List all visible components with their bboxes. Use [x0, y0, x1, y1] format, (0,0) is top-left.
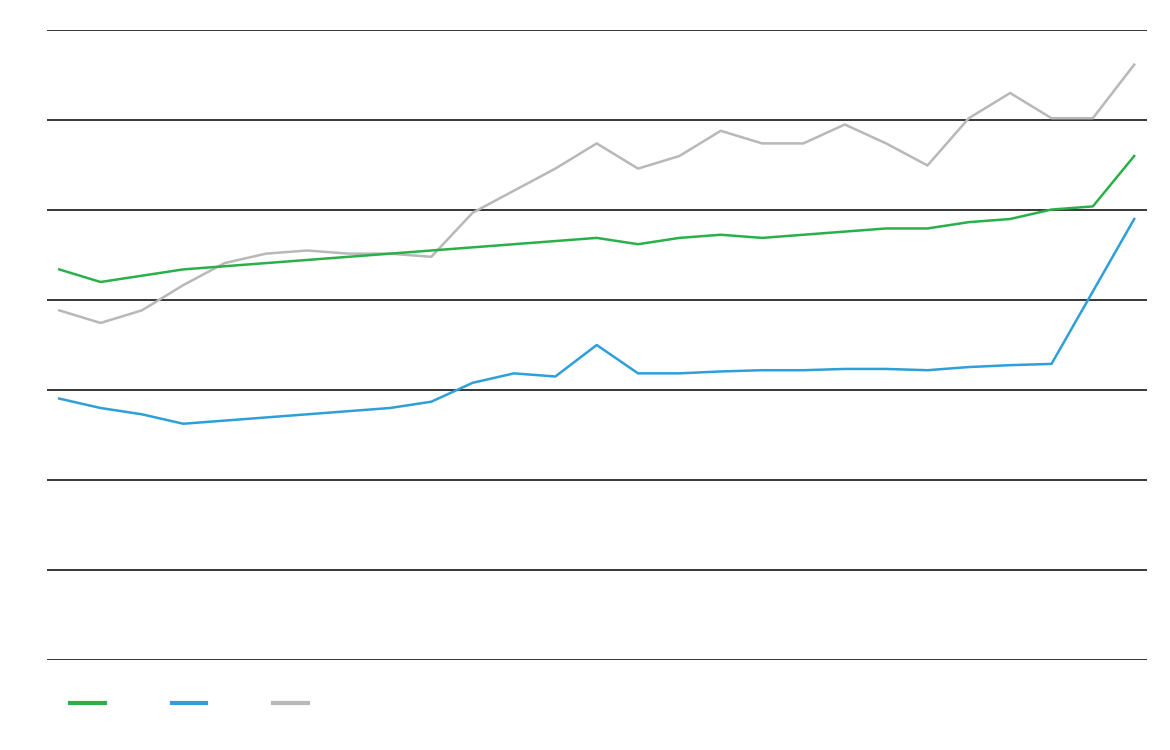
Legend: , , : , , [64, 691, 324, 716]
